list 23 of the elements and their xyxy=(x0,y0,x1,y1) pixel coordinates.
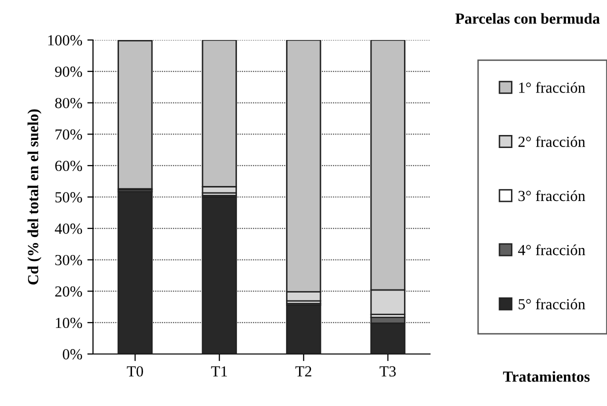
x-tick-label: T3 xyxy=(380,366,396,377)
y-tick-label: 80% xyxy=(55,98,82,108)
x-axis-title: Tratamientos xyxy=(503,371,590,382)
y-tick-label: 30% xyxy=(55,254,82,266)
y-tick-label: 90% xyxy=(55,66,82,77)
legend-label: 1° fracción xyxy=(519,82,586,93)
y-tick-label: 40% xyxy=(54,224,82,234)
y-axis-title: Cd (% del total en el suelo) xyxy=(28,109,42,285)
y-tick-label: 20% xyxy=(55,286,82,297)
x-tick-label: T0 xyxy=(126,366,144,377)
x-tick-label: T2 xyxy=(295,366,312,376)
y-tick-label: 0% xyxy=(62,349,82,360)
legend-label: 2° fracción xyxy=(518,136,586,147)
y-tick-label: 100% xyxy=(48,35,82,46)
text: Parcelas con bermuda xyxy=(455,13,600,24)
y-tick-label: 50% xyxy=(55,192,82,202)
y-tick-label: 10% xyxy=(56,318,82,328)
legend-label: 5° fracción xyxy=(518,298,586,310)
legend-label: 4° fracción xyxy=(518,244,586,256)
x-tick-label: T1 xyxy=(211,366,227,376)
legend-label: 3° fracción xyxy=(518,190,586,202)
y-tick-label: 60% xyxy=(55,160,82,172)
y-tick-label: 70% xyxy=(56,129,82,140)
